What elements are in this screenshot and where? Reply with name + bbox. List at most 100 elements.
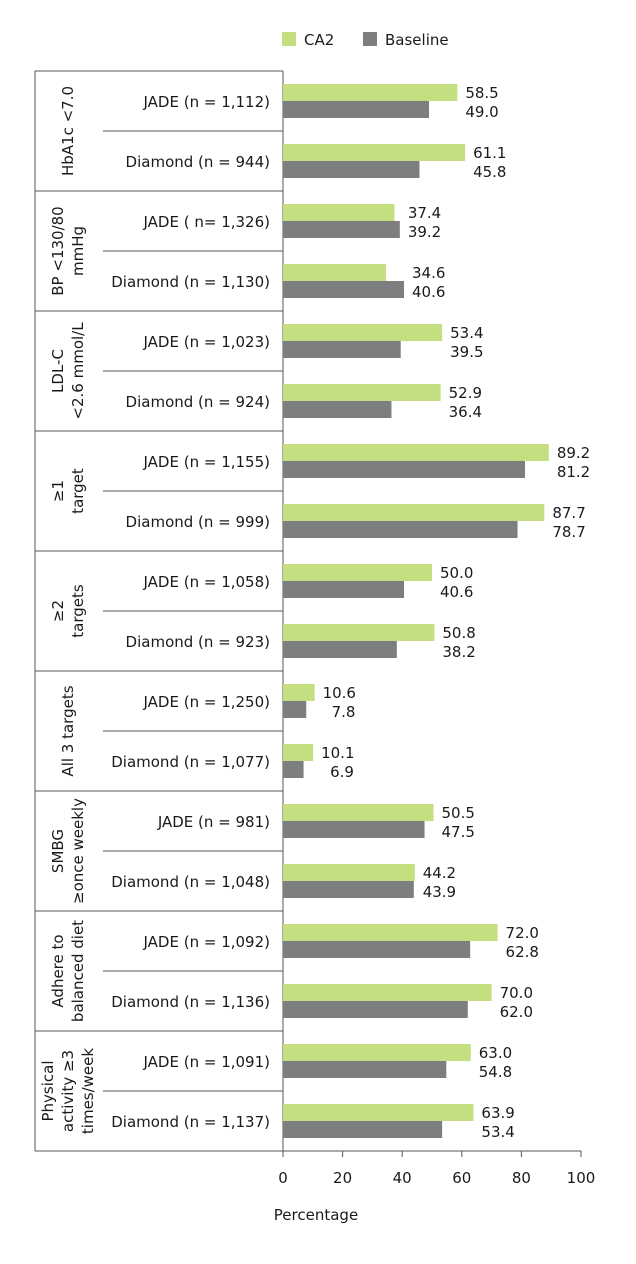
value-label-baseline: 40.6 (440, 583, 473, 601)
row-label: Diamond (n = 944) (126, 153, 270, 171)
legend-swatch-baseline (363, 32, 377, 46)
row-label: Diamond (n = 1,137) (111, 1113, 270, 1131)
group-label-line: SMBG (49, 829, 67, 873)
value-label-ca2: 50.8 (442, 624, 475, 642)
bar-baseline (283, 281, 404, 298)
group: SMBG ≥once weekly JADE (n = 981) 50.547.5 Di… (35, 790, 475, 904)
value-label-baseline: 81.2 (557, 463, 590, 481)
bar-baseline (283, 581, 404, 598)
bar-ca2 (283, 264, 387, 281)
value-label-ca2: 44.2 (423, 864, 456, 882)
group-label-line: times/week (79, 1048, 97, 1134)
value-label-ca2: 58.5 (465, 84, 498, 102)
value-label-baseline: 45.8 (473, 163, 506, 181)
row: Diamond (n = 924) 52.936.4 (126, 384, 482, 421)
row-label: Diamond (n = 1,130) (111, 273, 270, 291)
value-label-baseline: 47.5 (441, 823, 474, 841)
value-label-ca2: 37.4 (408, 204, 441, 222)
row: Diamond (n = 1,136) 70.062.0 (111, 984, 533, 1021)
value-label-ca2: 50.5 (441, 804, 474, 822)
row: Diamond (n = 1,048) 44.243.9 (111, 864, 456, 901)
group-label-line: Physical (39, 1060, 57, 1121)
group-label-line: Adhere to (49, 934, 67, 1007)
bar-baseline (283, 1001, 468, 1018)
group-label: All 3 targets (59, 685, 77, 776)
group-label-line: mmHg (69, 226, 87, 276)
value-label-ca2: 50.0 (440, 564, 473, 582)
row: Diamond (n = 923) 50.838.2 (126, 624, 476, 661)
bar-ca2 (283, 1044, 471, 1061)
bar-ca2 (283, 1104, 474, 1121)
value-label-ca2: 10.1 (321, 744, 354, 762)
group: ≥2 targets JADE (n = 1,058) 50.040.6 Diamond… (35, 550, 476, 661)
group-label-line: ≥2 (49, 600, 67, 622)
row: JADE (n = 981) 50.547.5 (157, 804, 475, 841)
group-label-line: targets (69, 584, 87, 638)
group: Physical activity ≥3 times/week JADE (n = 1… (35, 1030, 515, 1141)
value-label-baseline: 54.8 (479, 1063, 512, 1081)
bar-ca2 (283, 144, 466, 161)
row-label: Diamond (n = 923) (126, 633, 270, 651)
bar-baseline (283, 521, 518, 538)
value-label-baseline: 39.2 (408, 223, 441, 241)
value-label-baseline: 36.4 (449, 403, 482, 421)
bar-baseline (283, 821, 425, 838)
value-label-baseline: 49.0 (465, 103, 498, 121)
value-label-ca2: 53.4 (450, 324, 483, 342)
bar-ca2 (283, 564, 432, 581)
row-label: JADE (n = 1,092) (143, 933, 270, 951)
row-label: Diamond (n = 924) (126, 393, 270, 411)
value-label-ca2: 52.9 (449, 384, 482, 402)
bar-baseline (283, 701, 307, 718)
value-label-baseline: 38.2 (442, 643, 475, 661)
group-label: LDL-C <2.6 mmol/L (49, 322, 87, 420)
bar-ca2 (283, 504, 545, 521)
bar-ca2 (283, 984, 492, 1001)
value-label-baseline: 62.0 (500, 1003, 533, 1021)
group-label-line: <2.6 mmol/L (69, 322, 87, 420)
legend-label-ca2: CA2 (304, 31, 334, 49)
legend: CA2 Baseline (282, 31, 449, 49)
row: Diamond (n = 1,077) 10.16.9 (111, 744, 355, 781)
row-label: JADE (n = 1,112) (143, 93, 270, 111)
row-label: JADE (n = 1,058) (143, 573, 270, 591)
group-label: HbA1c <7.0 (59, 86, 77, 176)
row-label: Diamond (n = 1,136) (111, 993, 270, 1011)
x-axis: 0 20 40 60 80 100 Percentage (274, 1151, 596, 1224)
bar-baseline (283, 1121, 443, 1138)
bar-ca2 (283, 204, 395, 221)
row-label: JADE (n = 1,155) (143, 453, 270, 471)
group-label: SMBG ≥once weekly (49, 798, 87, 904)
bar-baseline (283, 1061, 447, 1078)
row-label: Diamond (n = 999) (126, 513, 270, 531)
value-label-baseline: 53.4 (481, 1123, 514, 1141)
bar-ca2 (283, 864, 415, 881)
row: Diamond (n = 944) 61.145.8 (126, 144, 506, 181)
row-label: JADE ( n= 1,326) (143, 213, 270, 231)
value-label-baseline: 7.8 (332, 703, 356, 721)
value-label-baseline: 62.8 (506, 943, 539, 961)
row-label: Diamond (n = 1,077) (111, 753, 270, 771)
group-label-line: ≥once weekly (69, 798, 87, 904)
value-label-ca2: 89.2 (557, 444, 590, 462)
bar-ca2 (283, 444, 549, 461)
value-label-baseline: 40.6 (412, 283, 445, 301)
bar-baseline (283, 101, 430, 118)
group: ≥1 target JADE (n = 1,155) 89.281.2 Diamond … (35, 430, 590, 541)
bar-baseline (283, 941, 471, 958)
group-label-line: ≥1 (49, 480, 67, 502)
row: Diamond (n = 1,137) 63.953.4 (111, 1104, 515, 1141)
value-label-ca2: 70.0 (500, 984, 533, 1002)
x-tick-label: 100 (567, 1169, 596, 1187)
x-tick-label: 60 (452, 1169, 471, 1187)
row-label: JADE (n = 981) (157, 813, 270, 831)
bar-baseline (283, 641, 397, 658)
group-label-line: HbA1c <7.0 (59, 86, 77, 176)
row-label: JADE (n = 1,023) (143, 333, 270, 351)
bar-ca2 (283, 84, 458, 101)
group-label-line: BP <130/80 (49, 206, 67, 295)
group-label-line: LDL-C (49, 349, 67, 393)
row: JADE ( n= 1,326) 37.439.2 (143, 204, 441, 241)
row: JADE (n = 1,058) 50.040.6 (143, 564, 473, 601)
